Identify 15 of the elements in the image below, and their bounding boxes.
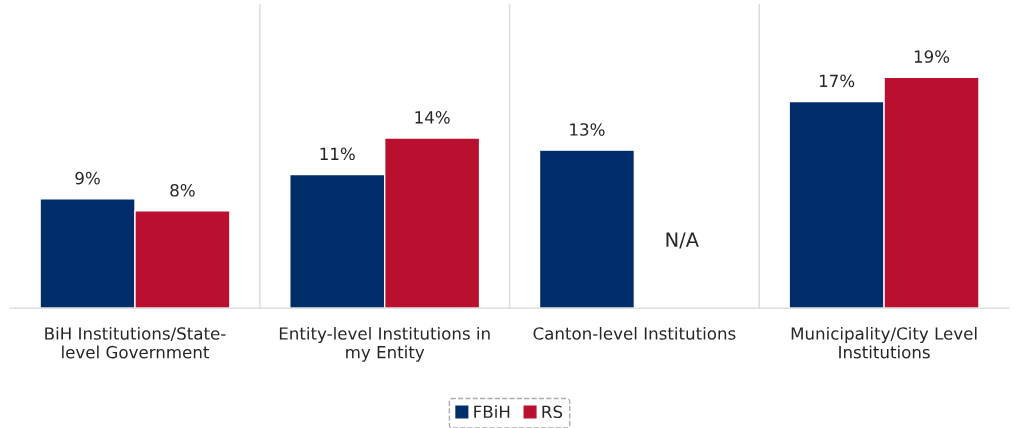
data-label: 14% [415,111,450,124]
x-tick-label: BiH Institutions/State- level Government [45,326,226,359]
data-label: 8% [170,183,195,197]
x-tick-label: Canton-level Institutions [533,326,736,340]
bar [538,149,636,309]
data-label: 19% [914,50,950,63]
data-label: 11% [320,147,355,161]
annotation: N/A [666,232,699,249]
legend-label: FBiH [474,405,510,418]
x-tick-label: Entity-level Institutions in my Entity [279,326,490,362]
data-label: 17% [819,74,855,88]
data-label: 9% [75,171,100,185]
data-label: 13% [570,123,605,136]
legend-label: RS [542,405,563,419]
x-tick-label: Municipality/City Level Institutions [791,326,977,359]
